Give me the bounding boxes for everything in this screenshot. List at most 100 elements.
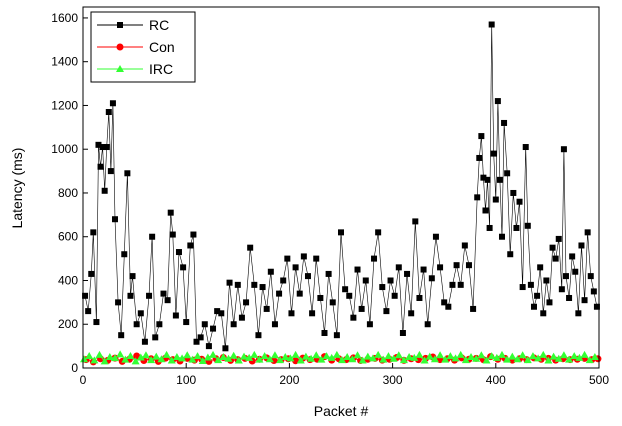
data-point-irc xyxy=(575,353,584,361)
data-point-rc xyxy=(193,338,200,345)
data-point-rc xyxy=(85,308,92,315)
data-point-rc xyxy=(566,294,573,301)
data-point-rc xyxy=(259,284,266,291)
data-point-rc xyxy=(329,299,336,306)
x-tick-label: 200 xyxy=(279,373,299,387)
data-point-irc xyxy=(245,353,254,361)
data-point-irc xyxy=(451,354,460,362)
data-point-rc xyxy=(437,264,444,271)
data-point-irc xyxy=(281,353,290,361)
data-point-rc xyxy=(593,303,600,310)
y-axis-title: Latency (ms) xyxy=(9,148,25,229)
data-point-rc xyxy=(251,281,258,288)
data-point-rc xyxy=(492,196,499,203)
data-point-rc xyxy=(490,150,497,157)
data-point-irc xyxy=(523,356,532,364)
data-point-rc xyxy=(412,218,419,225)
data-point-rc xyxy=(432,233,439,240)
data-point-rc xyxy=(534,292,541,299)
data-point-rc xyxy=(90,229,97,236)
data-point-rc xyxy=(453,262,460,269)
data-point-rc xyxy=(445,303,452,310)
data-point-rc xyxy=(210,325,217,332)
data-point-rc xyxy=(465,262,472,269)
data-point-rc xyxy=(552,255,559,262)
data-point-rc xyxy=(149,233,156,240)
data-point-irc xyxy=(327,353,336,361)
data-point-rc xyxy=(399,329,406,336)
data-point-irc xyxy=(198,356,207,364)
data-point-irc xyxy=(219,353,228,361)
data-point-irc xyxy=(116,350,125,358)
data-point-rc xyxy=(187,242,194,249)
data-point-irc xyxy=(270,351,279,359)
data-point-irc xyxy=(188,355,197,363)
data-point-rc xyxy=(105,109,112,116)
data-point-rc xyxy=(572,268,579,275)
data-point-irc xyxy=(162,350,171,358)
data-point-rc xyxy=(375,229,382,236)
legend-label-irc: IRC xyxy=(149,61,173,77)
data-point-rc xyxy=(416,294,423,301)
data-point-rc xyxy=(226,279,233,286)
data-point-rc xyxy=(133,321,140,328)
data-point-rc xyxy=(480,174,487,181)
data-point-irc xyxy=(255,355,264,363)
series-rc xyxy=(82,21,600,352)
data-point-irc xyxy=(250,350,259,358)
data-point-rc xyxy=(478,133,485,140)
y-tick-label: 1600 xyxy=(51,11,78,25)
data-point-rc xyxy=(391,292,398,299)
y-tick-label: 1200 xyxy=(51,98,78,112)
data-point-rc xyxy=(590,288,597,295)
data-point-rc xyxy=(169,231,176,238)
data-point-rc xyxy=(118,332,125,339)
data-point-rc xyxy=(484,176,491,183)
data-point-rc xyxy=(255,332,262,339)
data-point-rc xyxy=(387,277,394,284)
data-point-rc xyxy=(555,235,562,242)
data-point-rc xyxy=(527,281,534,288)
data-point-rc xyxy=(247,244,254,251)
data-point-rc xyxy=(321,329,328,336)
data-point-irc xyxy=(224,354,233,362)
data-point-rc xyxy=(522,144,529,151)
data-point-irc xyxy=(234,356,243,364)
data-point-rc xyxy=(284,255,291,262)
legend: RC Con IRC xyxy=(90,11,196,83)
x-tick-label: 500 xyxy=(589,373,609,387)
series-line-rc xyxy=(84,24,598,349)
data-point-rc xyxy=(214,308,221,315)
data-point-rc xyxy=(175,249,182,256)
data-point-rc xyxy=(424,321,431,328)
data-point-irc xyxy=(415,350,424,358)
legend-marker-irc xyxy=(116,65,124,72)
data-point-irc xyxy=(260,352,269,360)
data-point-irc xyxy=(322,352,331,360)
y-tick-label: 600 xyxy=(58,230,78,244)
data-point-rc xyxy=(346,292,353,299)
data-point-rc xyxy=(197,334,204,341)
data-point-irc xyxy=(193,352,202,360)
data-point-irc xyxy=(157,355,166,363)
data-point-rc xyxy=(543,277,550,284)
x-tick-label: 0 xyxy=(80,373,87,387)
data-point-rc xyxy=(304,273,311,280)
data-point-rc xyxy=(461,242,468,249)
data-point-irc xyxy=(363,352,372,360)
y-tick-label: 800 xyxy=(58,186,78,200)
data-point-irc xyxy=(441,355,450,363)
data-point-rc xyxy=(167,209,174,216)
data-point-rc xyxy=(111,216,118,223)
data-point-rc xyxy=(366,321,373,328)
data-point-irc xyxy=(85,351,94,359)
data-point-rc xyxy=(222,345,229,352)
data-point-rc xyxy=(494,98,501,105)
data-point-rc xyxy=(115,299,122,306)
data-point-irc xyxy=(265,355,274,363)
data-point-irc xyxy=(100,357,109,365)
data-point-irc xyxy=(461,356,470,364)
data-point-irc xyxy=(229,351,238,359)
data-point-rc xyxy=(362,277,369,284)
